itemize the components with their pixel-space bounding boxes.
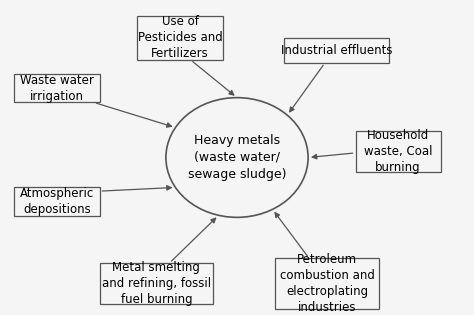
FancyBboxPatch shape <box>14 74 100 102</box>
FancyBboxPatch shape <box>100 263 213 304</box>
Text: Household
waste, Coal
burning: Household waste, Coal burning <box>364 129 432 174</box>
Text: Waste water
irrigation: Waste water irrigation <box>20 74 94 103</box>
FancyBboxPatch shape <box>284 38 389 63</box>
FancyBboxPatch shape <box>356 131 441 172</box>
Text: Metal smelting
and refining, fossil
fuel burning: Metal smelting and refining, fossil fuel… <box>102 261 211 306</box>
Text: Atmospheric
depositions: Atmospheric depositions <box>20 187 94 216</box>
FancyBboxPatch shape <box>137 16 223 60</box>
Text: Heavy metals
(waste water/
sewage sludge): Heavy metals (waste water/ sewage sludge… <box>188 134 286 181</box>
Text: Industrial effluents: Industrial effluents <box>281 44 392 57</box>
Text: Use of
Pesticides and
Fertilizers: Use of Pesticides and Fertilizers <box>138 15 222 60</box>
Ellipse shape <box>166 98 308 217</box>
FancyBboxPatch shape <box>14 187 100 216</box>
Text: Petroleum
combustion and
electroplating
industries: Petroleum combustion and electroplating … <box>280 253 374 314</box>
FancyBboxPatch shape <box>275 258 379 309</box>
